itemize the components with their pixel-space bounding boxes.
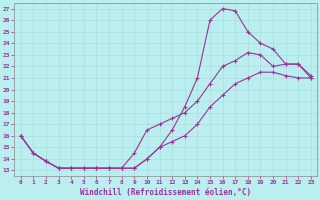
X-axis label: Windchill (Refroidissement éolien,°C): Windchill (Refroidissement éolien,°C) bbox=[80, 188, 252, 197]
